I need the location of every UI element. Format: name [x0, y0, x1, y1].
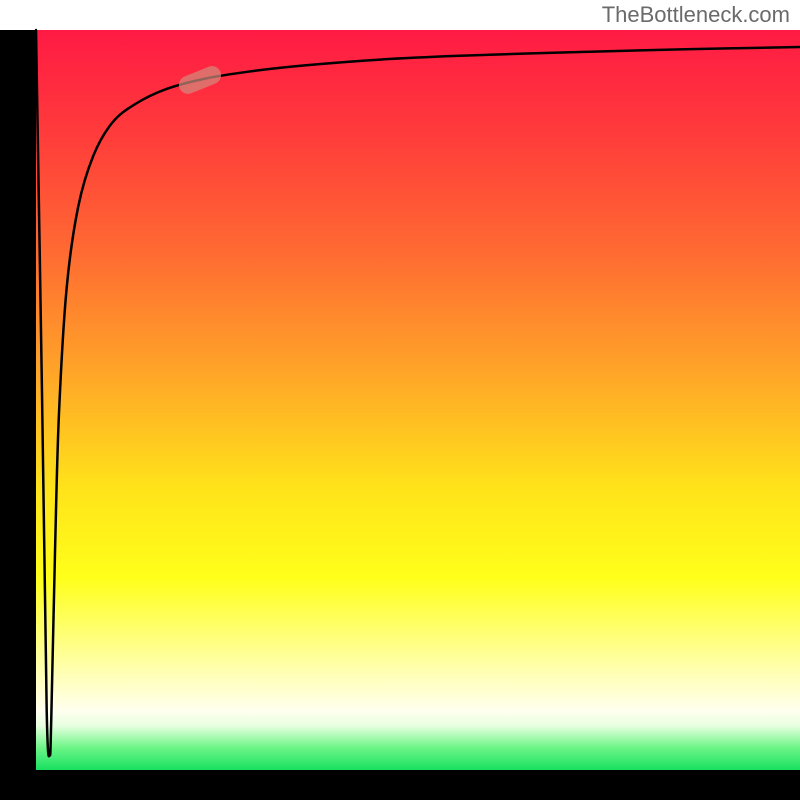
bottleneck-chart: TheBottleneck.com	[0, 0, 800, 800]
y-axis	[0, 30, 36, 800]
curve-svg	[36, 30, 800, 770]
bottleneck-curve	[36, 30, 800, 756]
watermark-text: TheBottleneck.com	[602, 2, 790, 28]
x-axis	[0, 770, 800, 800]
plot-area	[36, 30, 800, 770]
